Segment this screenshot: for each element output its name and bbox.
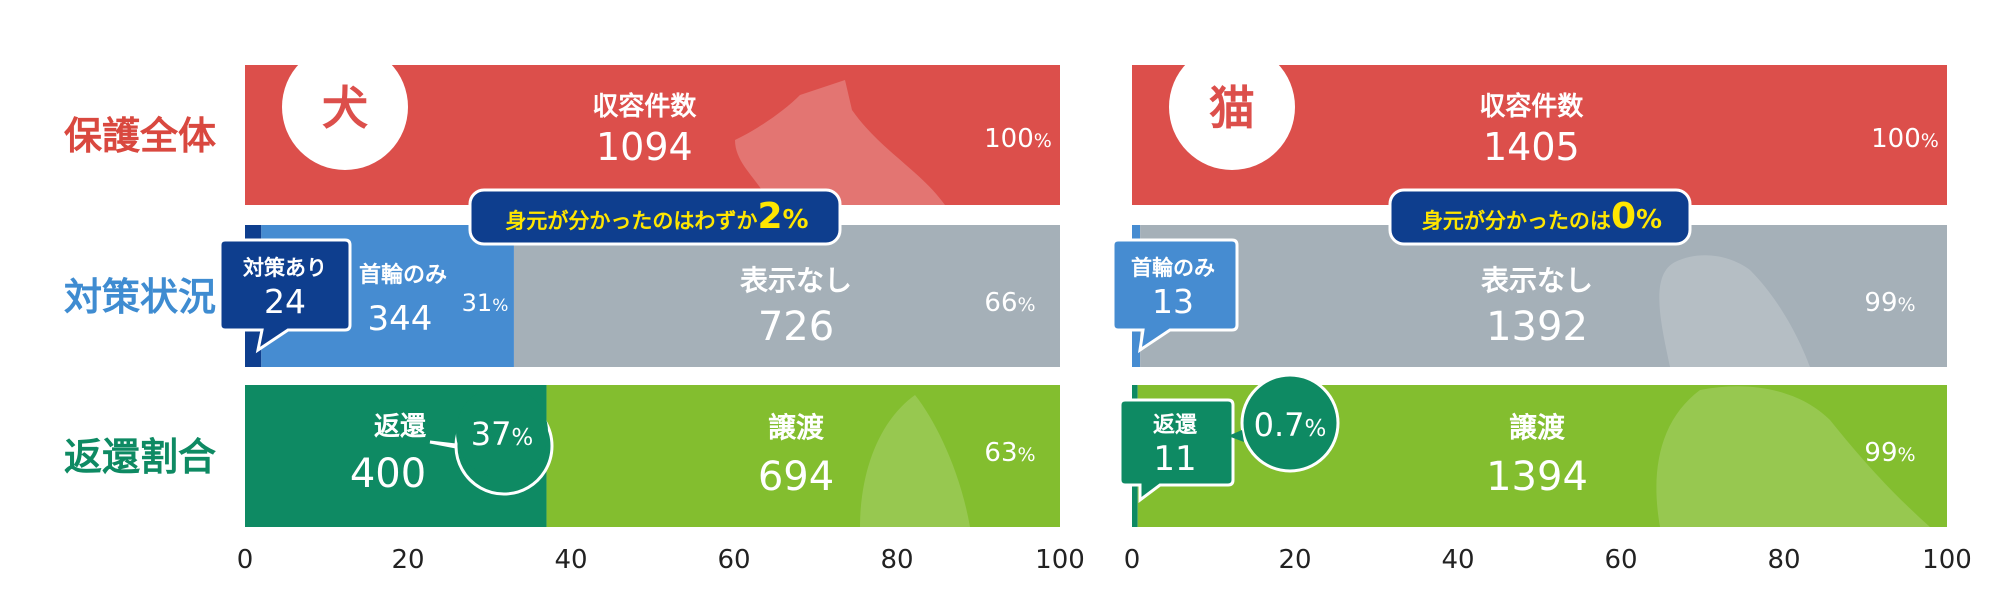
x-tick-label: 20 (391, 545, 424, 575)
callout-label: 対策あり (243, 256, 327, 280)
bar-label-percent: 99% (1864, 288, 1915, 318)
identity-callout (468, 188, 842, 246)
bar-label-name: 表示なし (1481, 264, 1593, 297)
bubble-percent-unit: % (511, 425, 533, 451)
x-tick-label: 40 (554, 545, 587, 575)
bar-label-percent-number: 100 (984, 124, 1034, 154)
identity-callout (1388, 188, 1692, 246)
bar-segment (1140, 225, 1947, 367)
callout-count: 13 (1152, 282, 1194, 321)
callout-box (1111, 238, 1239, 354)
callout-count: 11 (1153, 439, 1196, 479)
callout-count: 24 (264, 282, 306, 321)
percent-bubble (1240, 373, 1340, 473)
x-tick-label: 60 (717, 545, 750, 575)
bar-label-percent-unit: % (1898, 444, 1916, 466)
x-tick-label: 0 (1124, 545, 1141, 575)
dog-silhouette-tail (860, 395, 970, 527)
animal-badge-label: 猫 (1209, 81, 1255, 135)
row-label: 対策状況 (64, 275, 216, 319)
x-tick-label: 0 (237, 545, 254, 575)
bar-label-percent-number: 31 (462, 289, 493, 317)
callout-label: 首輪のみ (1131, 256, 1215, 280)
bubble-percent: 37% (471, 415, 534, 453)
bubble-percent: 0.7% (1254, 406, 1327, 444)
bar-label-count: 726 (758, 304, 834, 350)
cat-silhouette-body (1656, 386, 1930, 527)
bar-label-percent-number: 99 (1864, 438, 1897, 468)
identity-callout-prefix: 身元が分かったのはわずか (505, 209, 757, 233)
bar-label-percent-number: 100 (1871, 124, 1921, 154)
bar-label-count: 344 (368, 299, 433, 339)
callout-box (1118, 398, 1235, 503)
bar-label-name: 譲渡 (768, 411, 825, 444)
bar-label-name: 収容件数 (1479, 91, 1584, 122)
bar-label-percent: 31% (462, 289, 509, 317)
bar-label-count: 400 (350, 451, 426, 497)
identity-callout-number: 2 (757, 196, 782, 237)
identity-callout-unit: % (1636, 205, 1662, 235)
bubble-percent-number: 0.7 (1254, 406, 1305, 444)
cat-silhouette (1659, 255, 1810, 367)
row-label: 返還割合 (64, 435, 216, 479)
callout-label: 返還 (1153, 413, 1198, 438)
bar-label-count: 1392 (1486, 304, 1588, 350)
bar-label-name: 収容件数 (592, 91, 697, 122)
x-tick-label: 60 (1604, 545, 1637, 575)
bar-label-name: 首輪のみ (359, 262, 447, 288)
bar-label-percent-number: 63 (984, 438, 1017, 468)
bar-segment (513, 225, 1060, 367)
x-tick-label: 20 (1278, 545, 1311, 575)
identity-callout-text: 身元が分かったのは0% (1422, 196, 1662, 237)
callout-box (218, 238, 352, 354)
bar-label-percent-number: 66 (984, 288, 1017, 318)
bar-label-count: 694 (758, 454, 834, 500)
bar-label-percent-unit: % (1018, 294, 1036, 316)
bubble-percent-unit: % (1305, 416, 1327, 442)
bar-label-name: 表示なし (740, 264, 852, 297)
bar-label-count: 1394 (1486, 454, 1588, 500)
bar-label-percent: 66% (984, 288, 1035, 318)
bar-label-percent-unit: % (492, 296, 508, 316)
x-tick-label: 80 (1767, 545, 1800, 575)
bar-label-percent-unit: % (1018, 444, 1036, 466)
bar-label-name: 返還 (374, 412, 427, 442)
bar-label-percent-unit: % (1921, 130, 1939, 152)
animal-badge-label: 犬 (322, 81, 368, 135)
identity-callout-prefix: 身元が分かったのは (1422, 209, 1611, 233)
bubble-percent-number: 37 (471, 415, 512, 453)
row-label: 保護全体 (64, 114, 216, 158)
identity-callout-text: 身元が分かったのはわずか2% (505, 196, 808, 237)
percent-bubble-tail (1228, 430, 1244, 442)
animal-badge (1169, 44, 1295, 170)
bar-label-percent: 100% (984, 124, 1052, 154)
bar-label-percent: 100% (1871, 124, 1939, 154)
x-tick-label: 80 (880, 545, 913, 575)
x-tick-label: 40 (1441, 545, 1474, 575)
bar-label-percent-unit: % (1034, 130, 1052, 152)
bar-label-percent: 63% (984, 438, 1035, 468)
bar-segment (546, 385, 1060, 527)
x-tick-label: 100 (1922, 545, 1972, 575)
bar-label-count: 1094 (596, 125, 693, 169)
dog-silhouette (735, 80, 945, 205)
bar-label-name: 譲渡 (1509, 411, 1566, 444)
bar-label-percent-number: 99 (1864, 288, 1897, 318)
bar-label-percent-unit: % (1898, 294, 1916, 316)
percent-bubble-fill (456, 386, 548, 478)
x-tick-label: 100 (1035, 545, 1085, 575)
bar-label-percent: 99% (1864, 438, 1915, 468)
identity-callout-number: 0 (1611, 196, 1636, 237)
identity-callout-unit: % (783, 205, 809, 235)
animal-badge (282, 44, 408, 170)
bar-label-count: 1405 (1483, 125, 1580, 169)
